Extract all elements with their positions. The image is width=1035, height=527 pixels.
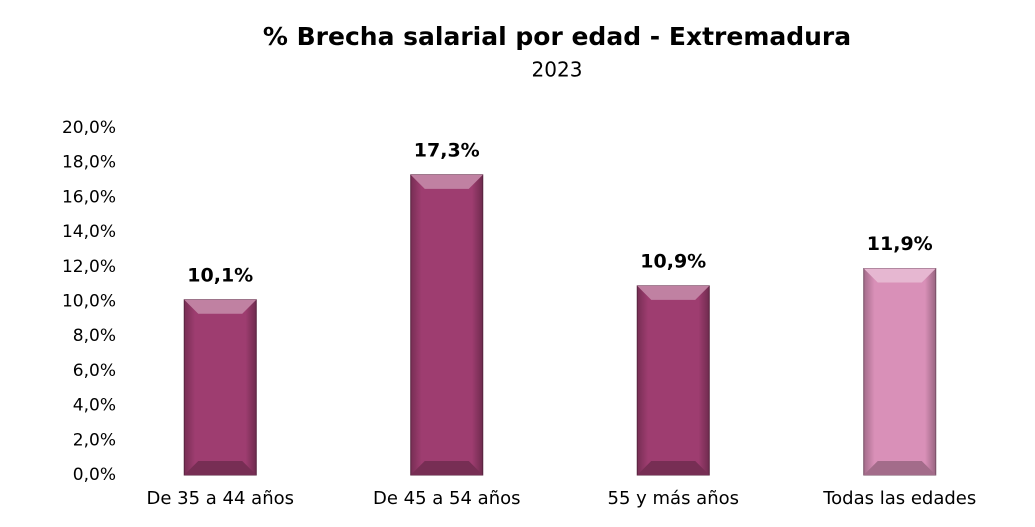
- bar-bevel-bottom: [637, 461, 710, 475]
- y-tick-label: 2,0%: [73, 430, 116, 450]
- value-label: 10,1%: [187, 264, 253, 286]
- bar-bevel-top: [637, 285, 710, 300]
- y-tick-label: 6,0%: [73, 361, 116, 381]
- bar-bevel-bottom: [863, 461, 936, 475]
- value-label: 11,9%: [867, 233, 933, 255]
- bar: [183, 299, 257, 476]
- y-tick-label: 18,0%: [62, 153, 116, 173]
- x-tick-label: 55 y más años: [608, 488, 740, 509]
- bar: [863, 268, 937, 476]
- y-tick-label: 14,0%: [62, 222, 116, 242]
- value-label: 10,9%: [640, 250, 706, 272]
- x-tick-label: De 35 a 44 años: [147, 488, 295, 509]
- y-tick-label: 4,0%: [73, 396, 116, 416]
- chart-subtitle: 2023: [532, 58, 583, 82]
- bar-bevel-bottom: [410, 461, 483, 475]
- chart-title: % Brecha salarial por edad - Extremadura: [263, 22, 851, 51]
- y-tick-label: 12,0%: [62, 257, 116, 277]
- bar: [636, 285, 710, 476]
- y-tick-label: 20,0%: [62, 118, 116, 138]
- y-tick-label: 0,0%: [73, 465, 116, 485]
- bar: [410, 174, 484, 476]
- x-tick-label: De 45 a 54 años: [373, 488, 521, 509]
- bar-bevel-top: [184, 299, 257, 314]
- x-tick-label: Todas las edades: [822, 488, 976, 509]
- y-tick-label: 8,0%: [73, 326, 116, 346]
- bar-bevel-top: [410, 174, 483, 189]
- y-tick-label: 16,0%: [62, 187, 116, 207]
- value-label: 17,3%: [414, 139, 480, 161]
- bar-bevel-bottom: [184, 461, 257, 475]
- bar-bevel-top: [863, 268, 936, 283]
- y-tick-label: 10,0%: [62, 292, 116, 312]
